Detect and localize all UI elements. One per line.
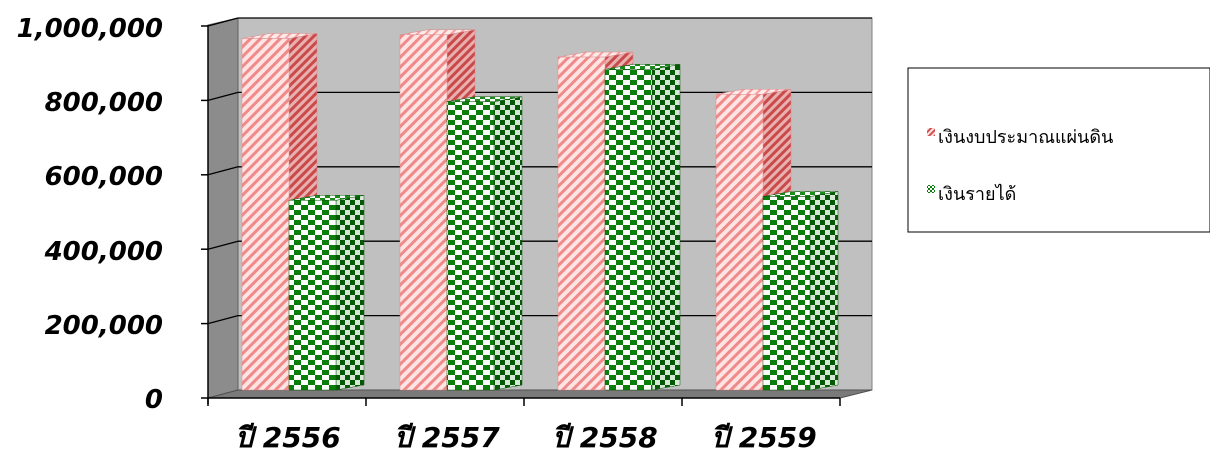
floor [207, 389, 873, 399]
legend: เงินงบประมาณแผ่นดิน เงินรายได้ [907, 67, 1210, 233]
bar [604, 69, 653, 391]
x-tick-label: ปี 2559 [711, 421, 816, 454]
bar-side [651, 64, 681, 391]
bar-side [335, 194, 365, 391]
bar-side [809, 191, 839, 391]
bar [399, 34, 448, 391]
bar [557, 56, 606, 391]
side-wall [207, 17, 239, 399]
y-tick-label: 0 [145, 385, 163, 415]
gridline-side [207, 17, 239, 27]
y-tick-label: 200,000 [45, 311, 163, 341]
gridline-side [207, 166, 239, 176]
legend-label: เงินงบประมาณแผ่นดิน [938, 127, 1113, 148]
axis-ticks [201, 25, 841, 406]
bar [288, 200, 337, 391]
gridline-side [207, 91, 239, 102]
legend-swatch [927, 185, 935, 193]
bar [715, 94, 764, 391]
legend-swatch [927, 128, 935, 136]
bar [241, 38, 290, 391]
y-tick-label: 400,000 [44, 237, 163, 267]
bar [446, 101, 495, 391]
x-tick-label: ปี 2556 [235, 421, 340, 454]
y-tick-label: 600,000 [45, 162, 163, 192]
bars [241, 29, 839, 391]
bar-side [493, 96, 523, 391]
bar [762, 196, 811, 391]
x-tick-label: ปี 2558 [552, 421, 657, 454]
y-tick-label: 1,000,000 [17, 14, 163, 44]
x-tick-label: ปี 2557 [394, 421, 500, 454]
y-tick-label: 800,000 [45, 88, 163, 118]
gridline-side [207, 240, 239, 250]
legend-label: เงินรายได้ [938, 183, 1016, 205]
legend-box [907, 67, 1210, 233]
gridline-side [207, 314, 239, 325]
